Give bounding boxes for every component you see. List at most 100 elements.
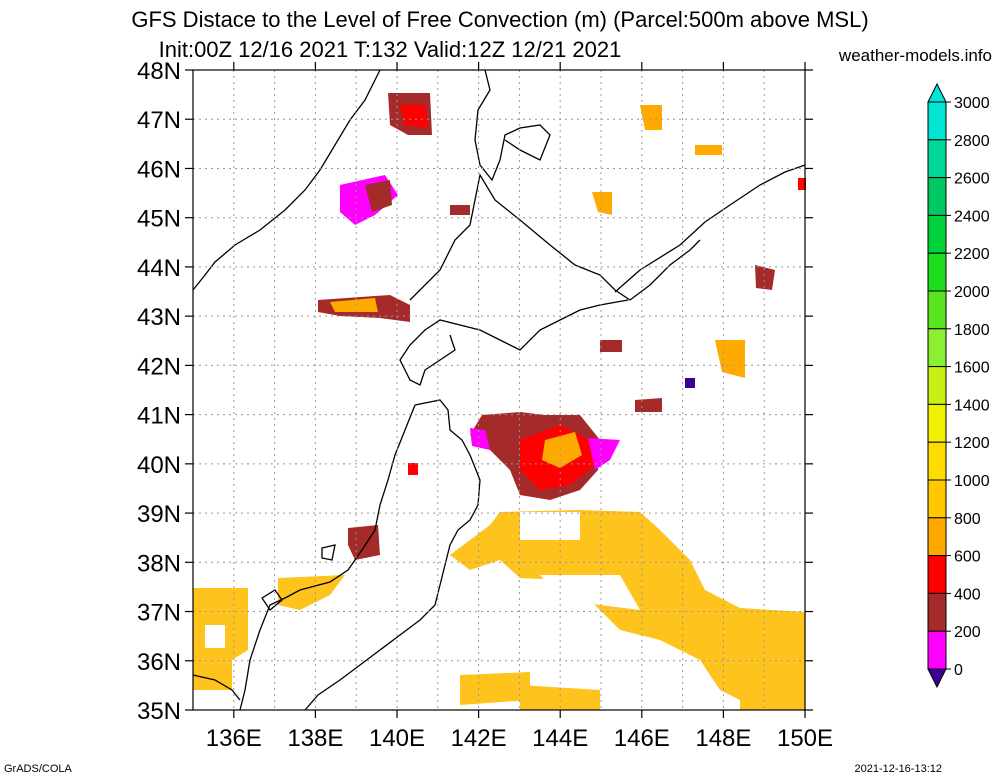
shading-small-11 xyxy=(408,463,418,475)
lon-label: 138E xyxy=(287,725,343,752)
lat-label: 47N xyxy=(137,107,181,134)
shading-magenta-edge xyxy=(588,438,620,470)
lon-label: 150E xyxy=(777,725,833,752)
lat-label: 45N xyxy=(137,206,181,233)
shading-white-hole xyxy=(520,512,580,540)
lat-label: 37N xyxy=(137,600,181,627)
coast-sado xyxy=(321,544,336,561)
lon-label: 146E xyxy=(614,725,670,752)
shading-small-3 xyxy=(640,105,662,130)
lon-label: 140E xyxy=(369,725,425,752)
shading-orange-se xyxy=(740,640,805,710)
colorbar-swatch xyxy=(927,252,947,292)
coast-kurils xyxy=(614,164,806,293)
colorbar-arrow-bottom xyxy=(927,668,947,689)
colorbar-swatch xyxy=(927,479,947,519)
shading-white-sw xyxy=(205,625,225,648)
lat-label: 39N xyxy=(137,501,181,528)
chart-title: GFS Distace to the Level of Free Convect… xyxy=(131,7,869,32)
footer-timestamp: 2021-12-16-13:12 xyxy=(854,763,942,775)
colorbar-label: 400 xyxy=(954,586,981,603)
shading-orange-east xyxy=(450,510,805,710)
colorbar-label: 1800 xyxy=(954,322,990,339)
shading-small-9 xyxy=(685,378,695,388)
colorbar-swatch xyxy=(927,441,947,481)
coast-west xyxy=(192,674,241,701)
map-frame xyxy=(192,69,806,711)
lon-label: 144E xyxy=(532,725,588,752)
axis-ticks xyxy=(185,62,813,718)
colorbar-label: 3000 xyxy=(954,95,990,112)
shading-north-1b xyxy=(400,105,428,128)
colorbar-swatch xyxy=(927,517,947,557)
coast-hokkaido xyxy=(399,173,701,386)
colorbar-label: 2800 xyxy=(954,133,990,150)
lat-label: 43N xyxy=(137,304,181,331)
colorbar-arrow-top xyxy=(927,82,947,103)
coast-noto xyxy=(261,589,283,611)
shading-north-2b xyxy=(365,180,392,212)
lat-label: 44N xyxy=(137,255,181,282)
lat-label: 46N xyxy=(137,156,181,183)
latitude-labels: 48N 47N 46N 45N 44N 43N 42N 41N 40N 39N 38N 37N 36N 3… xyxy=(137,58,181,725)
lon-label: 142E xyxy=(451,725,507,752)
site-credit: weather-models.info xyxy=(838,46,992,65)
shading-orange-south xyxy=(460,672,530,705)
shading-orange-south2 xyxy=(520,685,600,710)
lat-label: 38N xyxy=(137,550,181,577)
longitude-labels: 136E 138E 140E 142E 144E 146E 148E 150E xyxy=(206,725,833,752)
colorbar-swatch xyxy=(927,214,947,254)
graticule xyxy=(193,70,805,710)
colorbar-label: 200 xyxy=(954,624,981,641)
shading-small-2 xyxy=(635,398,662,412)
lat-label: 40N xyxy=(137,452,181,479)
lat-label: 36N xyxy=(137,649,181,676)
colorbar-label: 600 xyxy=(954,549,981,566)
colorbar-label: 1200 xyxy=(954,435,990,452)
colorbar-label: 800 xyxy=(954,511,981,528)
shading-orange-core xyxy=(542,432,582,468)
shading-small-5 xyxy=(715,340,745,378)
lat-label: 35N xyxy=(137,698,181,725)
colorbar-label: 2000 xyxy=(954,284,990,301)
shading-white-hole2 xyxy=(540,575,640,610)
colorbar-swatch xyxy=(927,328,947,368)
shading-small-1 xyxy=(600,340,622,352)
shading-orange-mid xyxy=(278,575,345,610)
colorbar-swatch xyxy=(927,101,947,141)
colorbar-label: 1600 xyxy=(954,360,990,377)
shading-small-7 xyxy=(592,192,612,215)
lat-label: 42N xyxy=(137,353,181,380)
coast-honshu xyxy=(239,399,481,711)
lon-label: 136E xyxy=(206,725,262,752)
colorbar-swatch xyxy=(927,592,947,632)
colorbar-label: 2200 xyxy=(954,246,990,263)
footer-credit: GrADS/COLA xyxy=(4,763,72,775)
colorbar-swatch xyxy=(927,630,947,670)
lon-label: 148E xyxy=(695,725,751,752)
chart-subtitle: Init:00Z 12/16 2021 T:132 Valid:12Z 12/2… xyxy=(158,37,622,62)
lat-label: 48N xyxy=(137,58,181,85)
colorbar-label: 2400 xyxy=(954,208,990,225)
colorbar: 3000280026002400220020001800160014001200… xyxy=(927,82,990,689)
shading-north-3b xyxy=(330,298,378,312)
colorbar-label: 1400 xyxy=(954,397,990,414)
colorbar-swatch xyxy=(927,366,947,405)
colorbar-swatch xyxy=(927,177,947,216)
colorbar-label: 1000 xyxy=(954,473,990,490)
shading-small-6 xyxy=(755,265,775,290)
lfc-shading xyxy=(193,93,806,710)
colorbar-swatch xyxy=(927,403,947,443)
shading-small-10 xyxy=(798,178,806,190)
coast-mainland xyxy=(192,69,381,291)
lat-label: 41N xyxy=(137,403,181,430)
shading-small-4 xyxy=(695,145,722,155)
shading-small-8 xyxy=(450,205,470,215)
colorbar-swatch xyxy=(927,290,947,330)
colorbar-label: 0 xyxy=(954,662,963,679)
colorbar-label: 2600 xyxy=(954,171,990,188)
colorbar-swatch xyxy=(927,555,947,594)
shading-magenta-edge2 xyxy=(470,428,490,450)
coast-sakhalin xyxy=(474,69,551,182)
